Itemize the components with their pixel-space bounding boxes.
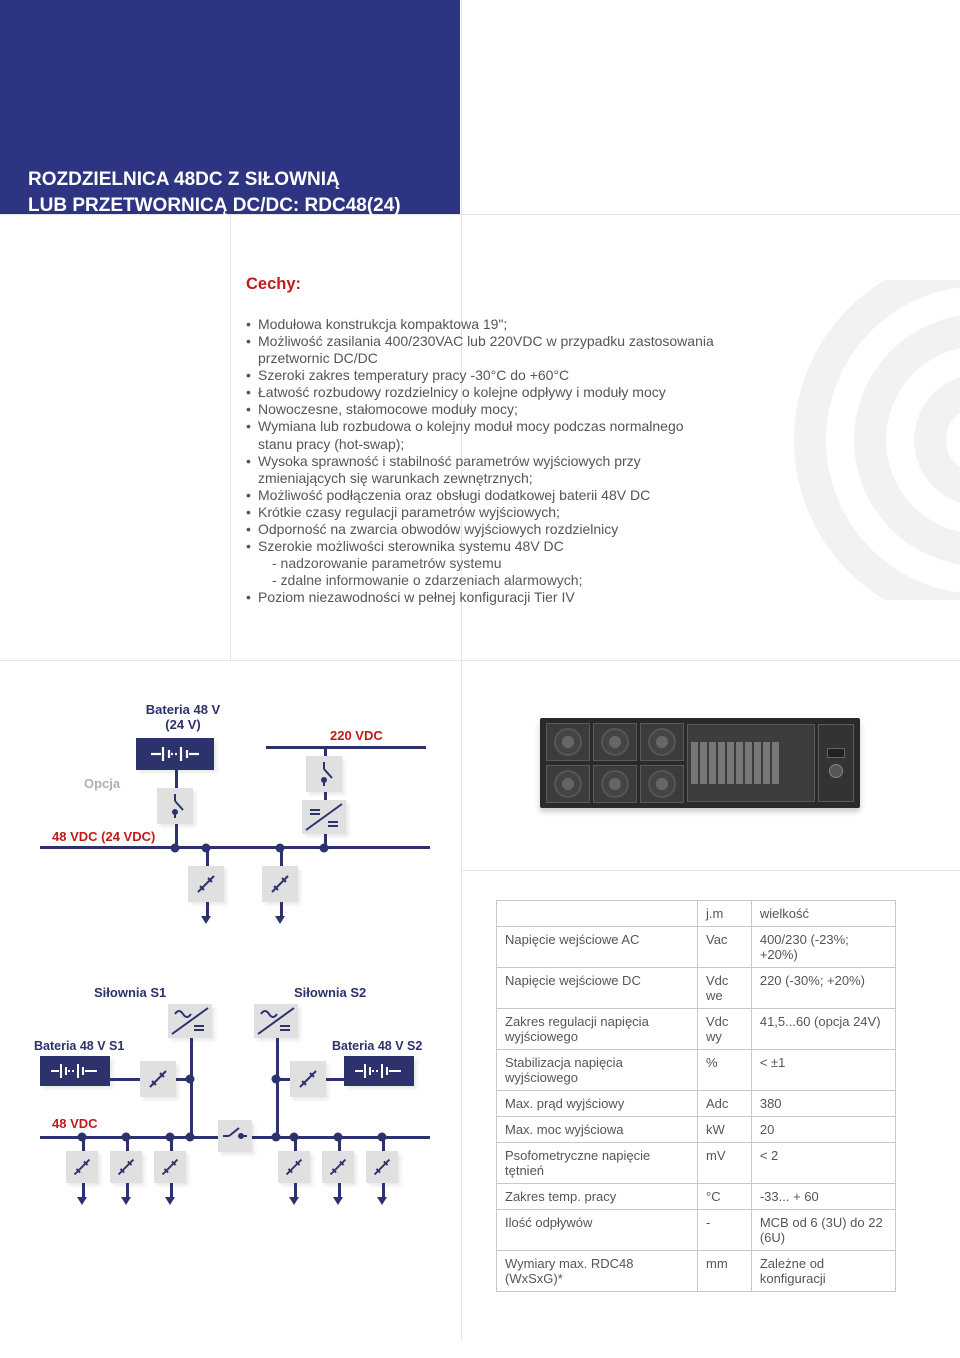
battery-icon — [40, 1056, 110, 1086]
table-row: Wymiary max. RDC48 (WxSxG)*mmZależne od … — [497, 1251, 896, 1292]
fuse-icon — [66, 1151, 98, 1183]
fan-icon — [546, 765, 590, 803]
page-title: ROZDZIELNICA 48DC Z SIŁOWNIĄ LUB PRZETWO… — [0, 155, 460, 230]
feature-item: Szerokie możliwości sterownika systemu 4… — [246, 538, 716, 555]
spec-table: j.m wielkość Napięcie wejściowe ACVac400… — [496, 900, 896, 1292]
switch-icon — [218, 1120, 252, 1152]
fan-icon — [546, 723, 590, 761]
table-row: Max. moc wyjściowakW20 — [497, 1117, 896, 1143]
fuse-icon — [110, 1151, 142, 1183]
divider-horizontal-product — [461, 870, 960, 871]
feature-sub-item: - zdalne informowanie o zdarzeniach alar… — [246, 572, 716, 589]
feature-item: Możliwość podłączenia oraz obsługi dodat… — [246, 487, 716, 504]
fuse-icon — [290, 1061, 326, 1097]
acdc-converter-icon — [168, 1004, 212, 1038]
features-list: Modułowa konstrukcja kompaktowa 19"; Moż… — [246, 316, 716, 555]
table-row: Zakres regulacji napięcia wyjściowegoVdc… — [497, 1009, 896, 1050]
feature-item: Wysoka sprawność i stabilność parametrów… — [246, 453, 716, 487]
divider-vertical-right — [461, 0, 462, 1340]
spec-header-value: wielkość — [751, 901, 895, 927]
divider-horizontal-mid — [0, 660, 960, 661]
fan-icon — [640, 723, 684, 761]
table-row: Psofometryczne napięcie tętnieńmV< 2 — [497, 1143, 896, 1184]
label-220vdc: 220 VDC — [330, 728, 383, 743]
fuse-icon — [366, 1151, 398, 1183]
label-48vdc-24vdc: 48 VDC (24 VDC) — [52, 829, 155, 844]
dcdc-converter-icon — [302, 800, 346, 834]
fuse-icon — [322, 1151, 354, 1183]
battery-icon — [344, 1056, 414, 1086]
label-silownia-s1: Siłownia S1 — [94, 985, 166, 1000]
fan-icon — [593, 723, 637, 761]
spec-header-unit: j.m — [698, 901, 752, 927]
feature-item: Szeroki zakres temperatury pracy -30°C d… — [246, 367, 716, 384]
label-opcja: Opcja — [84, 776, 120, 791]
fan-icon — [640, 765, 684, 803]
feature-item: Wymiana lub rozbudowa o kolejny moduł mo… — [246, 418, 716, 452]
feature-sub-item: - nadzorowanie parametrów systemu — [246, 555, 716, 572]
fuse-icon — [278, 1151, 310, 1183]
feature-item: Krótkie czasy regulacji parametrów wyjśc… — [246, 504, 716, 521]
table-row: Zakres temp. pracy°C-33... + 60 — [497, 1184, 896, 1210]
divider-vertical-left — [230, 215, 231, 660]
watermark-arcs — [720, 280, 960, 600]
switch-icon — [306, 756, 342, 792]
features-heading: Cechy: — [246, 275, 716, 294]
spec-header-empty — [497, 901, 698, 927]
feature-item: Możliwość zasilania 400/230VAC lub 220VD… — [246, 333, 716, 367]
switch-icon — [157, 788, 193, 824]
label-silownia-s2: Siłownia S2 — [294, 985, 366, 1000]
feature-item: Łatwość rozbudowy rozdzielnicy o kolejne… — [246, 384, 716, 401]
feature-item: Odporność na zwarcia obwodów wyjściowych… — [246, 521, 716, 538]
features-section: Cechy: Modułowa konstrukcja kompaktowa 1… — [246, 275, 716, 606]
features-list-tail: Poziom niezawodności w pełnej konfigurac… — [246, 589, 716, 606]
feature-item: Modułowa konstrukcja kompaktowa 19"; — [246, 316, 716, 333]
label-bateria-s1: Bateria 48 V S1 — [34, 1039, 124, 1053]
fuse-icon — [154, 1151, 186, 1183]
fan-icon — [593, 765, 637, 803]
fuse-icon — [140, 1061, 176, 1097]
feature-item: Poziom niezawodności w pełnej konfigurac… — [246, 589, 716, 606]
title-line-1: ROZDZIELNICA 48DC Z SIŁOWNIĄ — [28, 167, 432, 193]
label-bateria-s2: Bateria 48 V S2 — [332, 1039, 422, 1053]
label-battery-top: Bateria 48 V — [146, 702, 220, 717]
feature-item: Nowoczesne, stałomocowe moduły mocy; — [246, 401, 716, 418]
table-row: Max. prąd wyjściowyAdc380 — [497, 1091, 896, 1117]
table-row: Napięcie wejściowe ACVac400/230 (-23%; +… — [497, 927, 896, 968]
table-row: Napięcie wejściowe DCVdc we220 (-30%; +2… — [497, 968, 896, 1009]
title-line-2: LUB PRZETWORNICĄ DC/DC: RDC48(24) — [28, 193, 432, 219]
label-48vdc: 48 VDC — [52, 1116, 98, 1131]
table-row: Ilość odpływów-MCB od 6 (3U) do 22 (6U) — [497, 1210, 896, 1251]
battery-icon — [136, 738, 214, 770]
block-diagram: Bateria 48 V (24 V) 220 VDC Opcja 48 VDC… — [34, 696, 439, 1276]
acdc-converter-icon — [254, 1004, 298, 1038]
product-image — [540, 718, 860, 808]
label-battery-top-sub: (24 V) — [165, 717, 200, 732]
fuse-icon — [188, 866, 224, 902]
table-row: Stabilizacja napięcia wyjściowego%< ±1 — [497, 1050, 896, 1091]
fuse-icon — [262, 866, 298, 902]
